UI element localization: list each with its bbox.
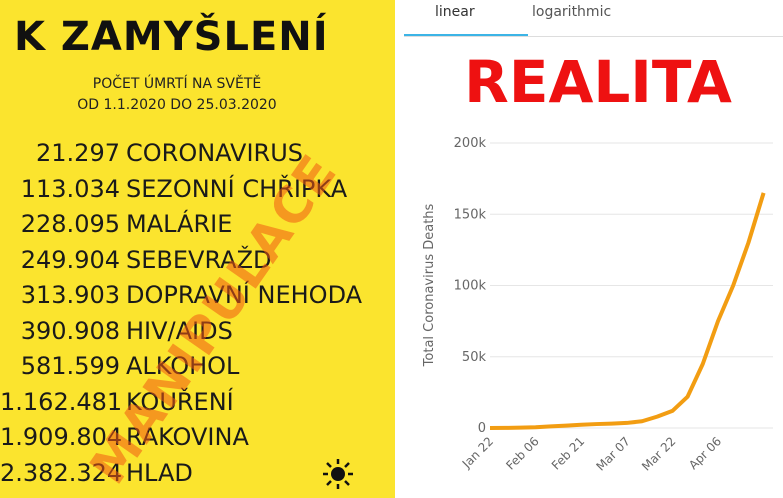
death-count: 249.904 [20, 245, 120, 274]
data-line [489, 192, 766, 430]
x-tick-label: Apr 06 [686, 434, 724, 472]
death-count: 2.382.324 [0, 458, 123, 487]
list-row: 1.909.804 RAKOVINA [0, 423, 249, 457]
cause: KOUŘENÍ [126, 387, 234, 416]
x-tick-label: Jan 22 [459, 434, 496, 471]
x-tick-label: Mar 07 [594, 434, 633, 473]
death-count: 113.034 [20, 174, 120, 203]
poster-title: K ZAMYŠLENÍ [14, 14, 329, 60]
death-count: 390.908 [20, 316, 120, 345]
tab-divider [404, 36, 783, 37]
cause: SEBEVRAŽD [126, 245, 272, 274]
death-count: 313.903 [20, 281, 120, 309]
y-tick-label: 0 [478, 421, 486, 436]
x-tick-label: Feb 21 [549, 434, 587, 472]
list-row: 1.162.481 KOUŘENÍ [0, 388, 234, 422]
y-tick-label: 100k [454, 279, 487, 294]
y-tick-label: 150k [454, 207, 487, 222]
list-row: 21.297 CORONAVIRUS [0, 139, 303, 173]
list-row: 581.599 ALKOHOL [0, 352, 240, 386]
x-tick-label: Feb 06 [503, 434, 541, 472]
cause: CORONAVIRUS [126, 139, 304, 167]
tab[interactable]: linear [435, 4, 475, 20]
death-count: 1.162.481 [0, 387, 123, 416]
list-row: 390.908 HIV/AIDS [0, 317, 233, 351]
list-row: 113.034 SEZONNÍ CHŘIPKA [0, 175, 347, 209]
death-count: 21.297 [36, 139, 120, 167]
tab-indicator [404, 34, 528, 37]
y-tick-label: 50k [462, 350, 487, 365]
list-row: 313.903 DOPRAVNÍ NEHODA [0, 281, 362, 315]
cause: SEZONNÍ CHŘIPKA [126, 174, 348, 203]
cause: RAKOVINA [126, 423, 249, 451]
death-count: 1.909.804 [0, 423, 123, 451]
cause: MALÁRIE [126, 210, 233, 238]
list-row: 249.904 SEBEVRAŽD [0, 246, 272, 280]
poster-subtitle: POČET ÚMRTÍ NA SVĚTĚ [92, 76, 262, 92]
poster: K ZAMYŠLENÍ POČET ÚMRTÍ NA SVĚTĚ OD 1.1.… [0, 0, 395, 498]
cause: ALKOHOL [126, 352, 240, 380]
y-axis-title: Total Coronavirus Deaths [422, 203, 437, 367]
list-row: 2.382.324 HLAD [0, 459, 193, 493]
tab[interactable]: logarithmic [532, 4, 612, 20]
death-count: 228.095 [20, 210, 120, 238]
cause: HLAD [126, 458, 193, 487]
cause: HIV/AIDS [126, 316, 233, 345]
y-tick-label: 200k [454, 136, 487, 151]
x-tick-label: Mar 22 [639, 434, 678, 473]
death-count: 581.599 [20, 352, 120, 380]
list-row: 228.095 MALÁRIE [0, 210, 233, 244]
overlay-text: REALITA [464, 48, 732, 116]
cause: DOPRAVNÍ NEHODA [126, 281, 363, 309]
sun-icon [323, 459, 353, 489]
chart: REALITA Total Coronavirus Deaths 0 50k 100… [422, 48, 773, 474]
poster-subtitle: OD 1.1.2020 DO 25.03.2020 [77, 97, 277, 113]
